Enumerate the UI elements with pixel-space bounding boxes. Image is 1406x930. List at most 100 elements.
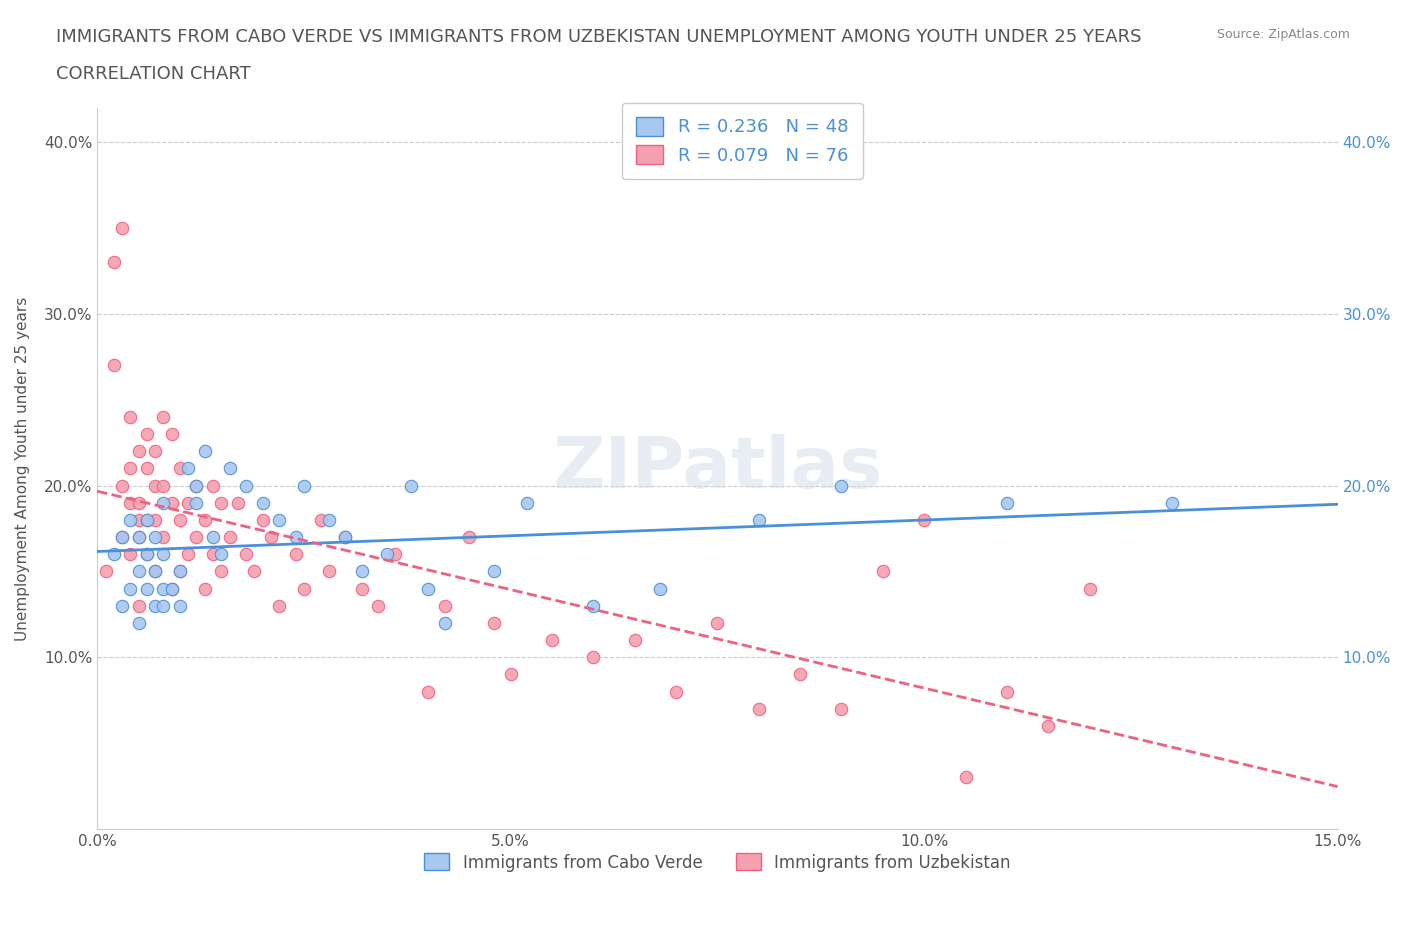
Point: [872, 564, 894, 578]
Point: [143, 529, 166, 544]
Point: [160, 581, 183, 596]
Point: [209, 547, 232, 562]
Point: [135, 512, 157, 527]
Point: [748, 512, 770, 527]
Text: IMMIGRANTS FROM CABO VERDE VS IMMIGRANTS FROM UZBEKISTAN UNEMPLOYMENT AMONG YOUT: IMMIGRANTS FROM CABO VERDE VS IMMIGRANTS…: [56, 28, 1142, 46]
Point: [169, 512, 191, 527]
Point: [194, 581, 217, 596]
Point: [482, 564, 505, 578]
Point: [830, 701, 852, 716]
Point: [186, 496, 208, 511]
Point: [143, 598, 166, 613]
Point: [103, 358, 125, 373]
Point: [152, 598, 174, 613]
Point: [194, 444, 217, 458]
Point: [482, 616, 505, 631]
Point: [128, 616, 150, 631]
Point: [335, 529, 357, 544]
Point: [582, 598, 605, 613]
Point: [416, 684, 439, 699]
Point: [706, 616, 728, 631]
Point: [789, 667, 811, 682]
Point: [152, 547, 174, 562]
Point: [160, 496, 183, 511]
Point: [202, 547, 225, 562]
Point: [143, 564, 166, 578]
Point: [292, 478, 315, 493]
Point: [111, 220, 134, 235]
Point: [218, 529, 240, 544]
Point: [243, 564, 266, 578]
Point: [284, 547, 307, 562]
Point: [252, 496, 274, 511]
Point: [516, 496, 538, 511]
Point: [433, 598, 456, 613]
Text: ZIPatlas: ZIPatlas: [553, 434, 883, 503]
Point: [209, 564, 232, 578]
Point: [458, 529, 481, 544]
Point: [169, 564, 191, 578]
Point: [152, 496, 174, 511]
Point: [135, 512, 157, 527]
Point: [1161, 496, 1184, 511]
Point: [135, 461, 157, 476]
Point: [160, 427, 183, 442]
Point: [260, 529, 283, 544]
Point: [177, 496, 200, 511]
Point: [401, 478, 423, 493]
Point: [269, 512, 291, 527]
Point: [128, 496, 150, 511]
Point: [202, 529, 225, 544]
Point: [186, 478, 208, 493]
Point: [177, 461, 200, 476]
Point: [128, 512, 150, 527]
Point: [367, 598, 389, 613]
Point: [226, 496, 249, 511]
Text: CORRELATION CHART: CORRELATION CHART: [56, 65, 252, 83]
Point: [375, 547, 398, 562]
Point: [143, 444, 166, 458]
Point: [103, 255, 125, 270]
Point: [186, 529, 208, 544]
Legend: Immigrants from Cabo Verde, Immigrants from Uzbekistan: Immigrants from Cabo Verde, Immigrants f…: [418, 846, 1017, 878]
Point: [152, 581, 174, 596]
Point: [416, 581, 439, 596]
Point: [143, 478, 166, 493]
Point: [955, 770, 977, 785]
Point: [94, 564, 117, 578]
Point: [350, 564, 373, 578]
Y-axis label: Unemployment Among Youth under 25 years: Unemployment Among Youth under 25 years: [15, 297, 30, 641]
Point: [292, 581, 315, 596]
Point: [1078, 581, 1101, 596]
Point: [128, 564, 150, 578]
Point: [235, 478, 257, 493]
Point: [384, 547, 406, 562]
Point: [499, 667, 522, 682]
Point: [135, 547, 157, 562]
Point: [284, 529, 307, 544]
Point: [128, 444, 150, 458]
Point: [120, 547, 142, 562]
Point: [152, 529, 174, 544]
Point: [128, 529, 150, 544]
Point: [995, 684, 1018, 699]
Point: [335, 529, 357, 544]
Point: [160, 581, 183, 596]
Point: [748, 701, 770, 716]
Point: [111, 529, 134, 544]
Point: [169, 461, 191, 476]
Point: [309, 512, 332, 527]
Point: [648, 581, 671, 596]
Text: Source: ZipAtlas.com: Source: ZipAtlas.com: [1216, 28, 1350, 41]
Point: [128, 598, 150, 613]
Point: [912, 512, 935, 527]
Point: [128, 529, 150, 544]
Point: [186, 478, 208, 493]
Point: [120, 496, 142, 511]
Point: [111, 598, 134, 613]
Point: [235, 547, 257, 562]
Point: [169, 598, 191, 613]
Point: [665, 684, 688, 699]
Point: [152, 478, 174, 493]
Point: [202, 478, 225, 493]
